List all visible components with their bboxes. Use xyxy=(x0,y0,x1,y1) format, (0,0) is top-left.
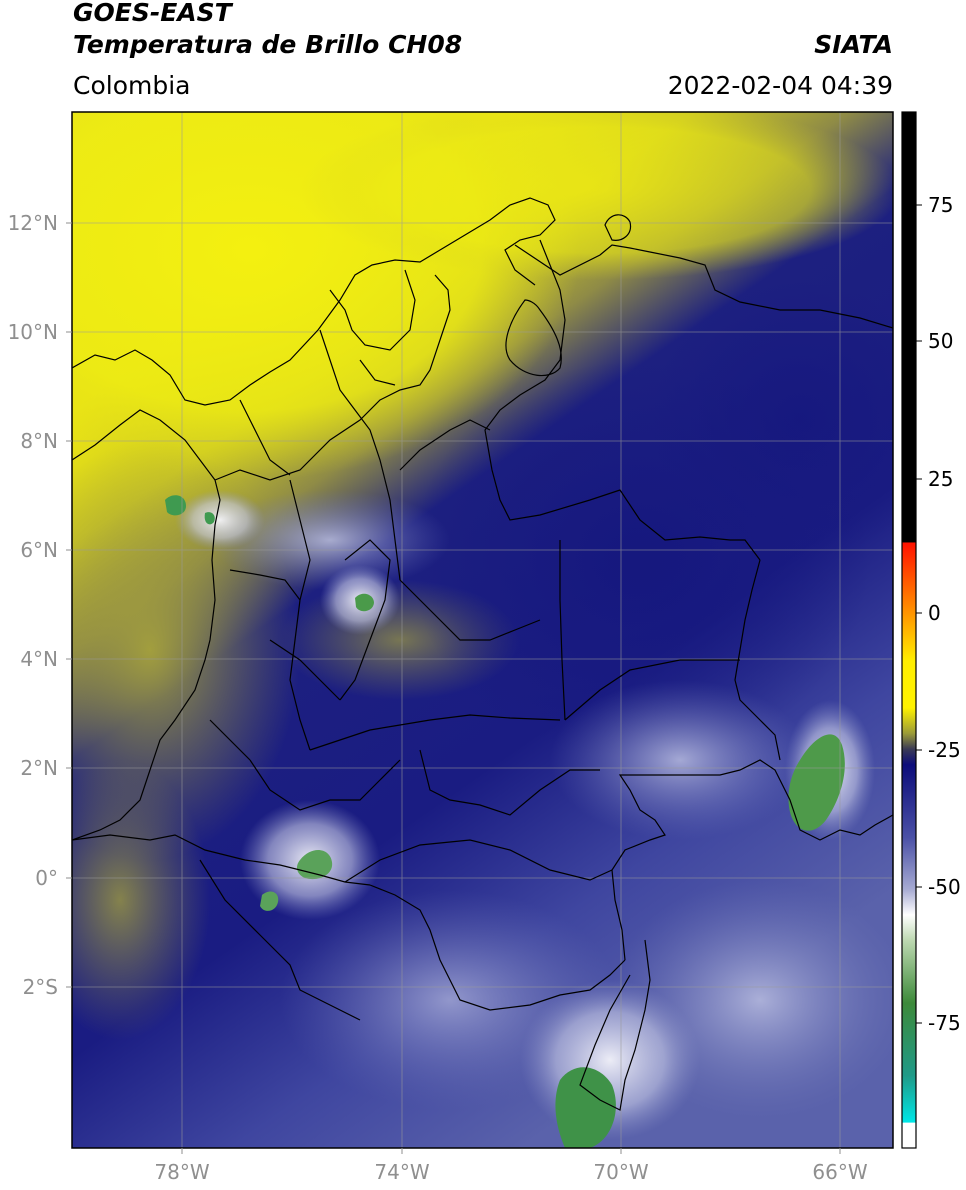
brightness-temperature-field xyxy=(72,112,893,1148)
plot-frame xyxy=(71,111,894,1149)
region-label: Colombia xyxy=(73,71,191,100)
lat-label-4n: 4°N xyxy=(20,647,58,671)
political-borders xyxy=(72,197,893,1111)
colorbar-tick-minus-50: -50 xyxy=(928,875,961,899)
colorbar-tick-minus-25: -25 xyxy=(928,738,961,762)
title-line-1: GOES-EAST xyxy=(73,0,232,27)
source-label: SIATA xyxy=(814,30,893,59)
colorbar-tick-25: 25 xyxy=(928,467,954,491)
colorbar-tick-0: 0 xyxy=(928,601,941,625)
lat-label-2s: 2°S xyxy=(22,975,58,999)
lon-label-66w: 66°W xyxy=(812,1160,868,1184)
timestamp-label: 2022-02-04 04:39 xyxy=(667,71,893,100)
lat-label-10n: 10°N xyxy=(7,320,58,344)
lat-label-6n: 6°N xyxy=(20,538,58,562)
colorbar-tick-75: 75 xyxy=(928,193,954,217)
colorbar-tick-minus-75: -75 xyxy=(928,1011,961,1035)
colorbar-tick-50: 50 xyxy=(928,329,954,353)
lon-label-70w: 70°W xyxy=(593,1160,649,1184)
lat-label-2n: 2°N xyxy=(20,756,58,780)
lat-label-8n: 8°N xyxy=(20,429,58,453)
title-line-2: Temperatura de Brillo CH08 xyxy=(73,30,463,59)
lon-label-74w: 74°W xyxy=(374,1160,430,1184)
lat-label-12n: 12°N xyxy=(7,211,58,235)
lon-label-78w: 78°W xyxy=(154,1160,210,1184)
lat-label-0: 0° xyxy=(35,866,58,890)
colorbar xyxy=(901,111,922,1149)
graticule xyxy=(72,112,893,1148)
